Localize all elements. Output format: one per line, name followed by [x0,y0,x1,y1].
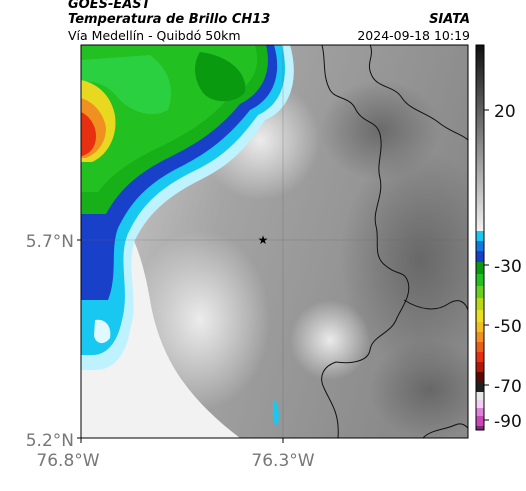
colorbar-label-minus30: -30 [494,257,522,277]
region-label: Vía Medellín - Quibdó 50km [68,28,241,43]
map-gridlines [81,45,468,438]
product-title: Temperatura de Brillo CH13 [68,12,271,27]
star-marker: ★ [258,233,269,247]
colorbar-label-minus70: -70 [494,377,522,397]
colorbar-label-minus50: -50 [494,317,522,337]
axis-ticks [77,239,284,443]
datetime-label: 2024-09-18 10:19 [357,28,470,43]
lon-label-76-3: 76.3°W [251,451,314,471]
satellite-image [81,45,468,438]
lat-label-5-7: 5.7°N [26,232,74,252]
institution-label: SIATA [429,12,470,27]
satellite-title: GOES-EAST [68,0,151,12]
boundary-lines [321,45,468,438]
lon-label-76-8: 76.8°W [36,451,99,471]
colorbar-label-minus90: -90 [494,412,522,432]
colorbar: 20 -30 -50 -70 -90 [475,44,522,432]
map-frame [80,44,469,439]
lat-label-5-2: 5.2°N [26,431,74,451]
colorbar-label-20: 20 [494,102,516,122]
